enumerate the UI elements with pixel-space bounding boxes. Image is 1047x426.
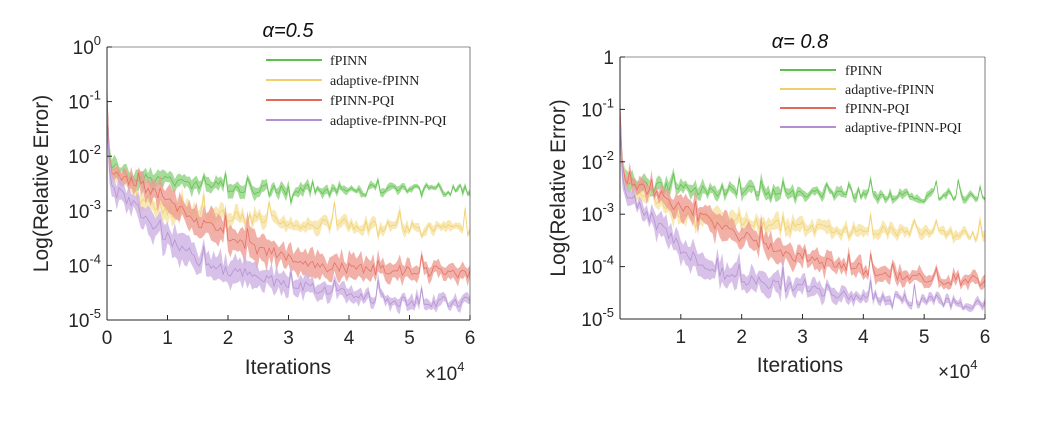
y-tick-base: 10 xyxy=(581,310,602,331)
y-tick-label: 1 xyxy=(603,48,614,69)
y-tick-base: 10 xyxy=(68,311,89,332)
y-tick-exponent: -3 xyxy=(602,200,614,215)
x-axis-label: Iterations xyxy=(245,356,331,379)
y-tick-base: 10 xyxy=(68,93,89,114)
x-tick-label: 3 xyxy=(797,327,808,348)
y-tick-exponent: -4 xyxy=(602,253,614,268)
y-tick-base: 10 xyxy=(581,205,602,226)
chart-title: α= 0.8 xyxy=(772,31,828,53)
x-tick-label: 2 xyxy=(736,327,747,348)
series-band-adaptive-fPINN xyxy=(107,91,470,242)
y-tick-base: 10 xyxy=(581,100,602,121)
legend-label: adaptive-fPINN-PQI xyxy=(330,114,447,129)
x-multiplier-exponent: 4 xyxy=(970,357,977,372)
series-band-adaptive-fPINN-PQI xyxy=(107,91,470,315)
y-tick-label: 10-2 xyxy=(581,148,614,174)
y-axis-label: Log(Relative Error) xyxy=(30,95,53,272)
y-tick-label: 10-2 xyxy=(68,142,101,168)
x-multiplier: ×104 xyxy=(425,359,464,385)
y-tick-base: 1 xyxy=(603,48,614,69)
x-tick-label: 4 xyxy=(344,328,355,349)
x-axis-label: Iterations xyxy=(757,354,843,377)
x-tick-label: 6 xyxy=(465,328,476,349)
x-tick-label: 5 xyxy=(919,327,930,348)
y-tick-label: 10-4 xyxy=(581,253,614,279)
x-multiplier-base: ×10 xyxy=(425,364,457,385)
y-tick-exponent: -3 xyxy=(89,197,101,212)
legend-label: fPINN-PQI xyxy=(330,94,395,109)
y-tick-base: 10 xyxy=(581,258,602,279)
x-tick-label: 6 xyxy=(980,327,991,348)
y-tick-exponent: -5 xyxy=(89,306,101,321)
y-tick-exponent: -5 xyxy=(602,305,614,320)
y-tick-base: 10 xyxy=(581,153,602,174)
series-band-fPINN-PQI xyxy=(107,73,470,287)
y-tick-exponent: -2 xyxy=(602,148,614,163)
x-multiplier: ×104 xyxy=(938,357,977,383)
x-tick-label: 3 xyxy=(283,328,294,349)
y-tick-exponent: -4 xyxy=(89,251,101,266)
x-tick-label: 2 xyxy=(223,328,234,349)
series-line-fPINN xyxy=(619,119,986,202)
y-tick-base: 10 xyxy=(68,256,89,277)
x-tick-label: 4 xyxy=(858,327,869,348)
series-band-fPINN xyxy=(107,89,470,207)
y-tick-label: 10-3 xyxy=(68,197,101,223)
y-tick-label: 10-4 xyxy=(68,251,101,277)
chart-panel-alpha-0.8: 110-110-210-310-410-51 2 3 4 5 6α= 0.8Iterati… xyxy=(547,31,990,383)
y-tick-label: 10-1 xyxy=(581,95,614,121)
legend-label: fPINN-PQI xyxy=(845,102,910,117)
series-line-adaptive-fPINN xyxy=(106,101,471,238)
legend-label: adaptive-fPINN-PQI xyxy=(845,121,962,136)
y-tick-label: 10-1 xyxy=(68,88,101,114)
y-tick-base: 10 xyxy=(68,147,89,168)
y-tick-exponent: -1 xyxy=(602,95,614,110)
y-axis-label: Log(Relative Error) xyxy=(547,99,570,276)
series-line-fPINN xyxy=(106,101,471,203)
y-tick-base: 10 xyxy=(68,202,89,223)
y-tick-label: 10-3 xyxy=(581,200,614,226)
series-band-adaptive-fPINN xyxy=(620,97,985,245)
x-multiplier-exponent: 4 xyxy=(457,359,464,374)
series-line-adaptive-fPINN-PQI xyxy=(106,112,471,309)
y-tick-exponent: -1 xyxy=(89,88,101,103)
y-tick-exponent: -2 xyxy=(89,142,101,157)
x-tick-label: 0 xyxy=(102,328,113,349)
series-band-fPINN-PQI xyxy=(620,88,985,291)
legend-label: adaptive-fPINN xyxy=(330,74,419,89)
series-line-fPINN-PQI xyxy=(106,96,471,279)
x-multiplier-base: ×10 xyxy=(938,362,970,383)
x-tick-label: 5 xyxy=(404,328,415,349)
series-line-fPINN-PQI xyxy=(619,109,986,287)
series-band-adaptive-fPINN-PQI xyxy=(620,106,985,313)
chart-title: α=0.5 xyxy=(263,20,315,42)
y-tick-label: 10-5 xyxy=(68,306,101,332)
legend-label: fPINN xyxy=(330,54,367,69)
legend-label: adaptive-fPINN xyxy=(845,83,934,98)
y-tick-base: 10 xyxy=(73,38,94,59)
series-line-adaptive-fPINN-PQI xyxy=(619,125,986,310)
y-tick-label: 10-5 xyxy=(581,305,614,331)
legend-label: fPINN xyxy=(845,64,882,79)
x-tick-label: 1 xyxy=(162,328,173,349)
x-tick-label: 1 xyxy=(676,327,687,348)
y-tick-exponent: 0 xyxy=(94,33,101,48)
y-tick-label: 100 xyxy=(73,33,101,59)
